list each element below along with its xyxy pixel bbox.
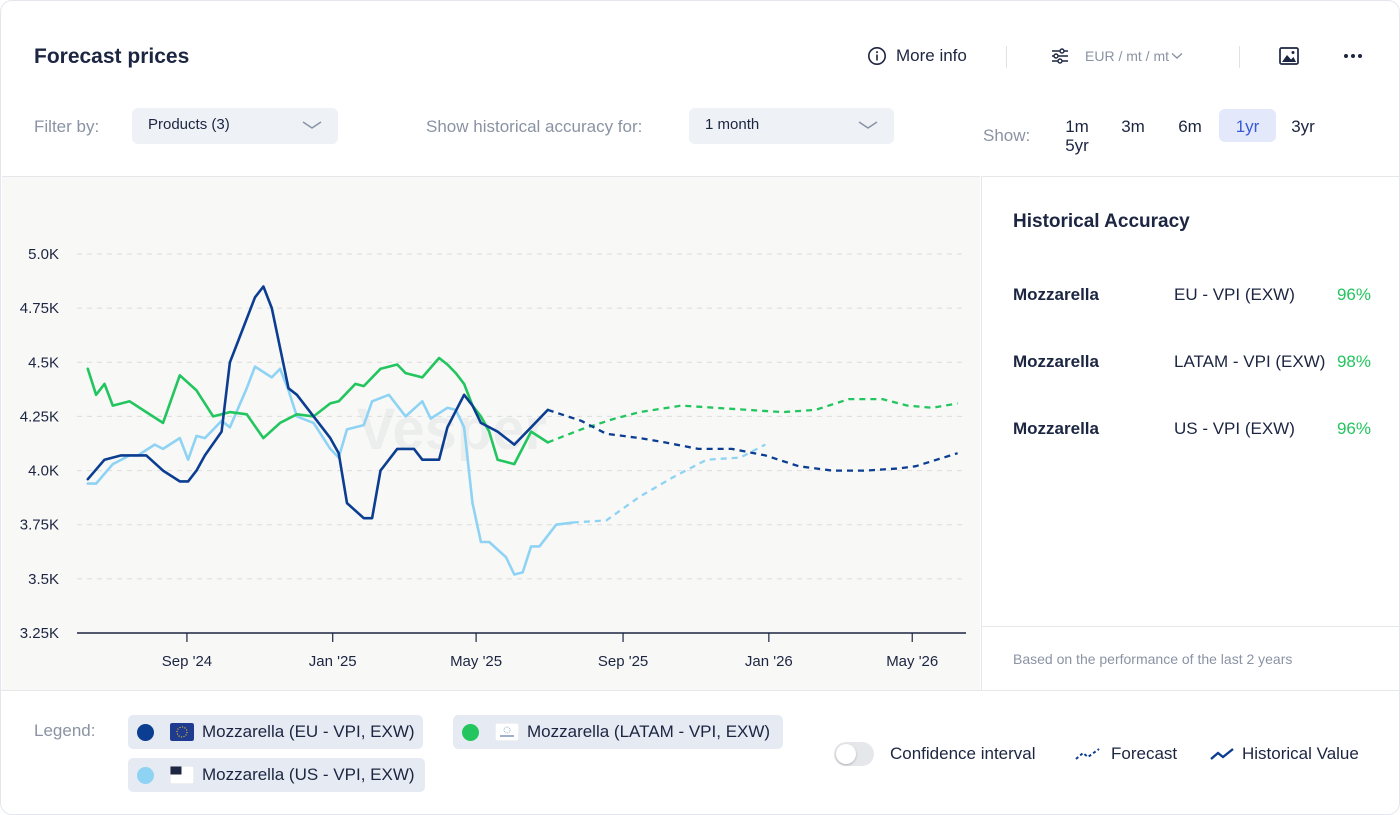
info-icon xyxy=(868,47,886,65)
range-3yr[interactable]: 3yr xyxy=(1291,117,1315,136)
series-color-dot xyxy=(137,766,154,784)
series-color-dot xyxy=(462,723,479,741)
accuracy-product: Mozzarella xyxy=(1013,352,1099,371)
products-select-value: Products (3) xyxy=(148,116,230,133)
products-select[interactable]: Products (3) xyxy=(132,108,338,144)
series-forecast-line xyxy=(547,408,958,472)
chevron-down-icon xyxy=(302,121,322,129)
series-color-dot xyxy=(137,723,154,741)
range-1yr[interactable]: 1yr xyxy=(1219,109,1276,142)
series-forecast-line xyxy=(572,443,766,524)
legend-item-latam[interactable]: Mozzarella (LATAM - VPI, EXW) xyxy=(453,715,783,749)
x-tick-label: Sep '25 xyxy=(598,653,648,670)
legend-item-label: Mozzarella (LATAM - VPI, EXW) xyxy=(527,722,771,741)
forecast-line-chart[interactable]: Vesper 3.25K 3.5K 3.75K 4.0K 4.25K 4.5K 4.75K 5.… xyxy=(2,177,980,691)
sliders-icon xyxy=(1052,48,1068,64)
history-select[interactable]: 1 month xyxy=(689,108,894,144)
y-tick-label: 5.0K xyxy=(28,246,59,263)
x-tick-label: May '25 xyxy=(450,653,502,670)
series-historical-line xyxy=(86,285,550,520)
watermark-text: Vesper xyxy=(357,397,547,462)
more-info-button[interactable]: More info xyxy=(867,46,967,66)
range-1m[interactable]: 1m xyxy=(1065,117,1089,136)
accuracy-market: EU - VPI (EXW) xyxy=(1174,285,1295,304)
historical-line-icon xyxy=(1210,748,1234,760)
page-title: Forecast prices xyxy=(34,45,190,68)
y-tick-label: 3.5K xyxy=(28,571,59,588)
series-forecast-line xyxy=(547,397,958,444)
chart-area: Vesper 3.25K 3.5K 3.75K 4.0K 4.25K 4.5K 4.75K 5.… xyxy=(2,176,980,690)
range-5yr[interactable]: 5yr xyxy=(1065,136,1089,155)
eu-flag-icon xyxy=(170,723,194,741)
forecast-line-icon xyxy=(1075,748,1100,760)
legend-item-label: Mozzarella (EU - VPI, EXW) xyxy=(202,722,415,741)
x-tick-label: May '26 xyxy=(886,653,938,670)
y-tick-label: 4.5K xyxy=(28,354,59,371)
accuracy-product: Mozzarella xyxy=(1013,285,1099,304)
image-icon xyxy=(1279,47,1299,65)
chevron-down-icon xyxy=(858,121,878,129)
y-tick-label: 4.0K xyxy=(28,463,59,480)
accuracy-value: 96% xyxy=(1336,419,1371,438)
export-image-button[interactable] xyxy=(1278,46,1300,71)
y-tick-label: 3.25K xyxy=(20,625,59,642)
legend-item-eu[interactable]: Mozzarella (EU - VPI, EXW) xyxy=(128,715,423,749)
range-3m[interactable]: 3m xyxy=(1121,117,1145,136)
toggle-knob xyxy=(836,744,856,764)
accuracy-product: Mozzarella xyxy=(1013,419,1099,438)
us-flag-icon xyxy=(170,766,194,784)
legend-label: Legend: xyxy=(34,721,96,740)
confidence-interval-label: Confidence interval xyxy=(890,744,1036,763)
accuracy-market: US - VPI (EXW) xyxy=(1174,419,1295,438)
x-tick-label: Sep '24 xyxy=(162,653,212,670)
header-divider xyxy=(1239,46,1240,68)
y-tick-label: 4.25K xyxy=(20,408,59,425)
more-info-label: More info xyxy=(896,46,967,65)
forecast-legend-label: Forecast xyxy=(1111,744,1178,763)
history-select-value: 1 month xyxy=(705,116,760,133)
units-label: EUR / mt / mt xyxy=(1085,48,1169,64)
range-6m[interactable]: 6m xyxy=(1178,117,1202,136)
historical-legend-label: Historical Value xyxy=(1242,744,1359,763)
confidence-interval-toggle[interactable] xyxy=(834,742,874,766)
accuracy-value: 98% xyxy=(1336,352,1371,371)
accuracy-value: 96% xyxy=(1336,285,1371,304)
chevron-down-icon xyxy=(1171,52,1183,59)
accuracy-footnote: Based on the performance of the last 2 y… xyxy=(982,626,1399,667)
filter-label: Filter by: xyxy=(34,117,100,136)
x-tick-label: Jan '26 xyxy=(745,653,793,670)
legend-bar: Legend: Mozzarella (EU - VPI, EXW) Mozza… xyxy=(1,690,1399,814)
units-selector[interactable]: EUR / mt / mt xyxy=(1051,48,1183,64)
accuracy-title: Historical Accuracy xyxy=(1013,211,1190,232)
historical-accuracy-panel: Historical Accuracy Mozzarella EU - VPI … xyxy=(981,176,1399,690)
legend-item-label: Mozzarella (US - VPI, EXW) xyxy=(202,765,415,784)
accuracy-market: LATAM - VPI (EXW) xyxy=(1174,352,1326,371)
y-tick-label: 3.75K xyxy=(20,517,59,534)
more-options-button[interactable] xyxy=(1342,46,1364,71)
legend-item-us[interactable]: Mozzarella (US - VPI, EXW) xyxy=(128,758,425,792)
history-label: Show historical accuracy for: xyxy=(426,117,643,136)
show-label: Show: xyxy=(983,126,1031,145)
more-horizontal-icon xyxy=(1344,54,1362,58)
header-divider xyxy=(1006,46,1007,68)
mercosur-flag-icon xyxy=(495,723,519,741)
series-historical-line xyxy=(86,365,575,576)
y-tick-label: 4.75K xyxy=(20,300,59,317)
x-tick-label: Jan '25 xyxy=(309,653,357,670)
